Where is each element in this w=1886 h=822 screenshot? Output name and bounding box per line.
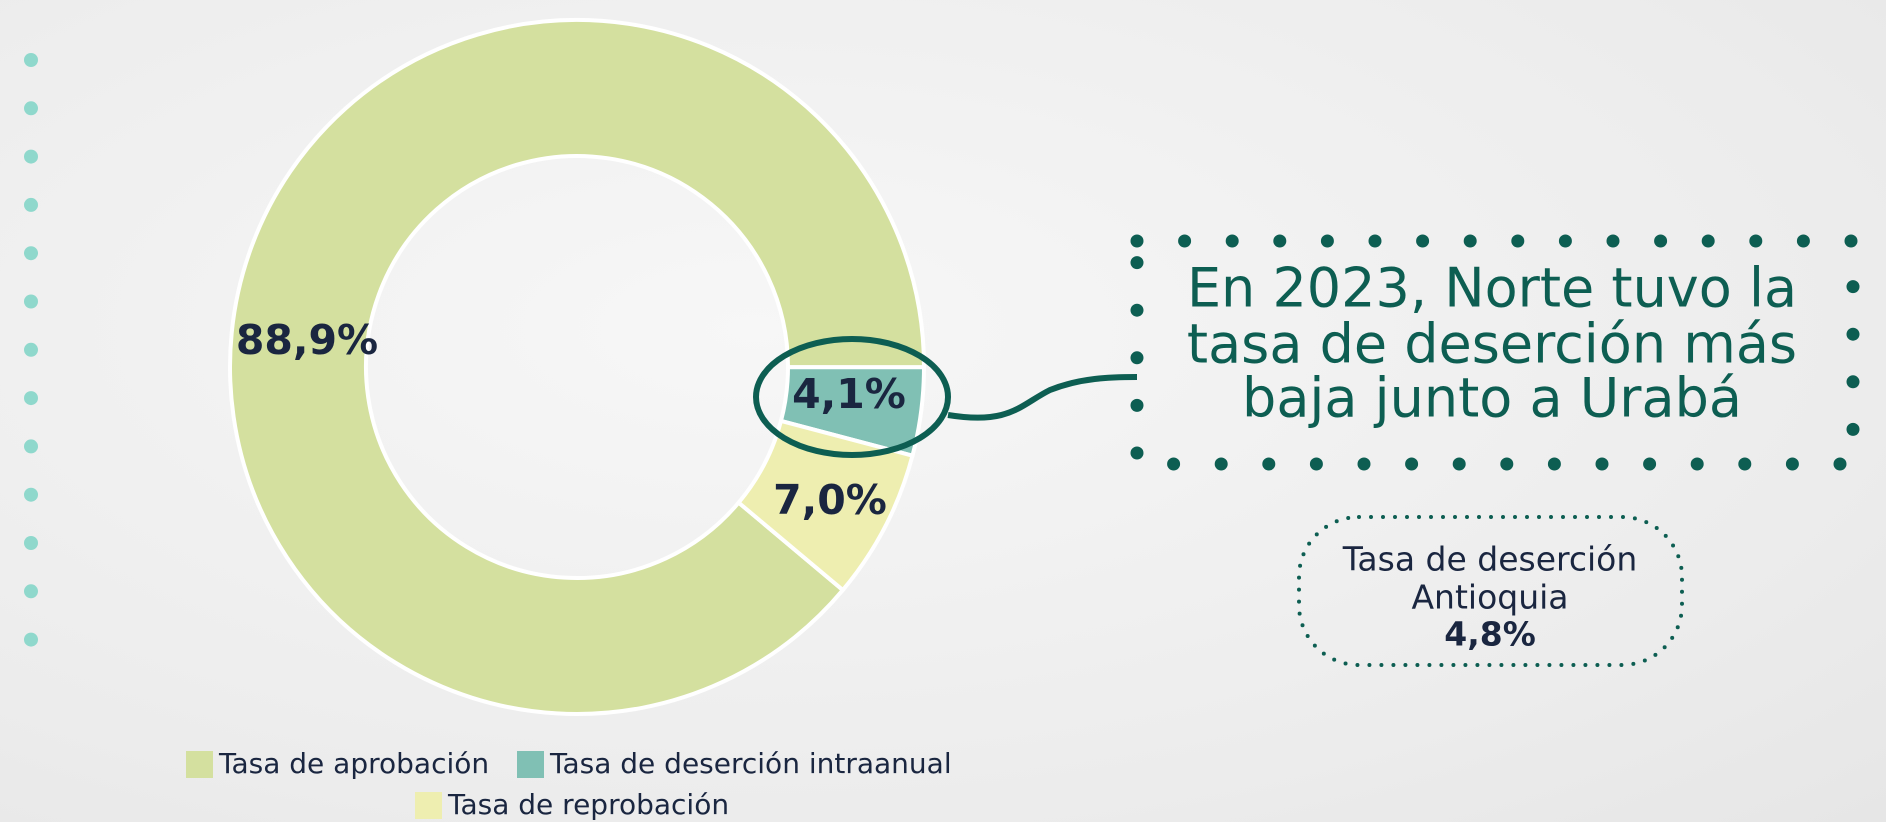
legend-swatch bbox=[186, 751, 213, 778]
decor-dot bbox=[24, 342, 38, 357]
annotation: En 2023, Norte tuvo la tasa de deserción… bbox=[1187, 257, 1797, 430]
reference-box bbox=[1297, 515, 1684, 667]
decor-dot bbox=[24, 294, 38, 309]
decor-dot bbox=[24, 584, 38, 599]
legend-swatch bbox=[415, 792, 442, 819]
decor-dot bbox=[24, 536, 38, 550]
decor-dot bbox=[24, 53, 38, 67]
data-label: 4,1% bbox=[792, 370, 906, 418]
legend-label: Tasa de aprobación bbox=[218, 747, 489, 780]
slice bbox=[735, 418, 915, 593]
annotation-line: tasa de deserción más bbox=[1187, 313, 1797, 376]
decor-dot bbox=[24, 439, 38, 454]
reference-value: 4,8% bbox=[1444, 615, 1536, 654]
annotation-box bbox=[1130, 234, 1860, 471]
reference-label: Antioquia bbox=[1411, 578, 1568, 617]
annotation-line: En 2023, Norte tuvo la bbox=[1187, 257, 1797, 320]
legend-label: Tasa de reprobación bbox=[447, 788, 729, 821]
annotation-line: baja junto a Urabá bbox=[1242, 367, 1742, 430]
donut: 88,9% 4,1% 7,0% bbox=[228, 18, 927, 716]
reference: Tasa de deserción Antioquia 4,8% bbox=[1342, 540, 1638, 654]
decor-dot bbox=[24, 487, 38, 502]
decor-dot bbox=[24, 197, 38, 212]
decor-dot bbox=[24, 246, 38, 261]
decor-dot bbox=[24, 149, 38, 164]
decor-dots bbox=[24, 53, 38, 647]
data-label: 88,9% bbox=[236, 316, 378, 364]
decor-dot bbox=[24, 632, 38, 647]
decor-dot bbox=[24, 391, 38, 406]
legend-label: Tasa de deserción intraanual bbox=[549, 747, 952, 780]
connector bbox=[947, 374, 1138, 421]
legend-swatch bbox=[517, 751, 544, 778]
highlight-ring bbox=[753, 336, 951, 458]
legend: Tasa de aprobación Tasa de deserción intr… bbox=[186, 747, 952, 821]
decor-dot bbox=[24, 101, 38, 116]
reference-label: Tasa de deserción bbox=[1342, 540, 1638, 579]
slice bbox=[228, 18, 927, 716]
data-label: 7,0% bbox=[773, 476, 887, 524]
